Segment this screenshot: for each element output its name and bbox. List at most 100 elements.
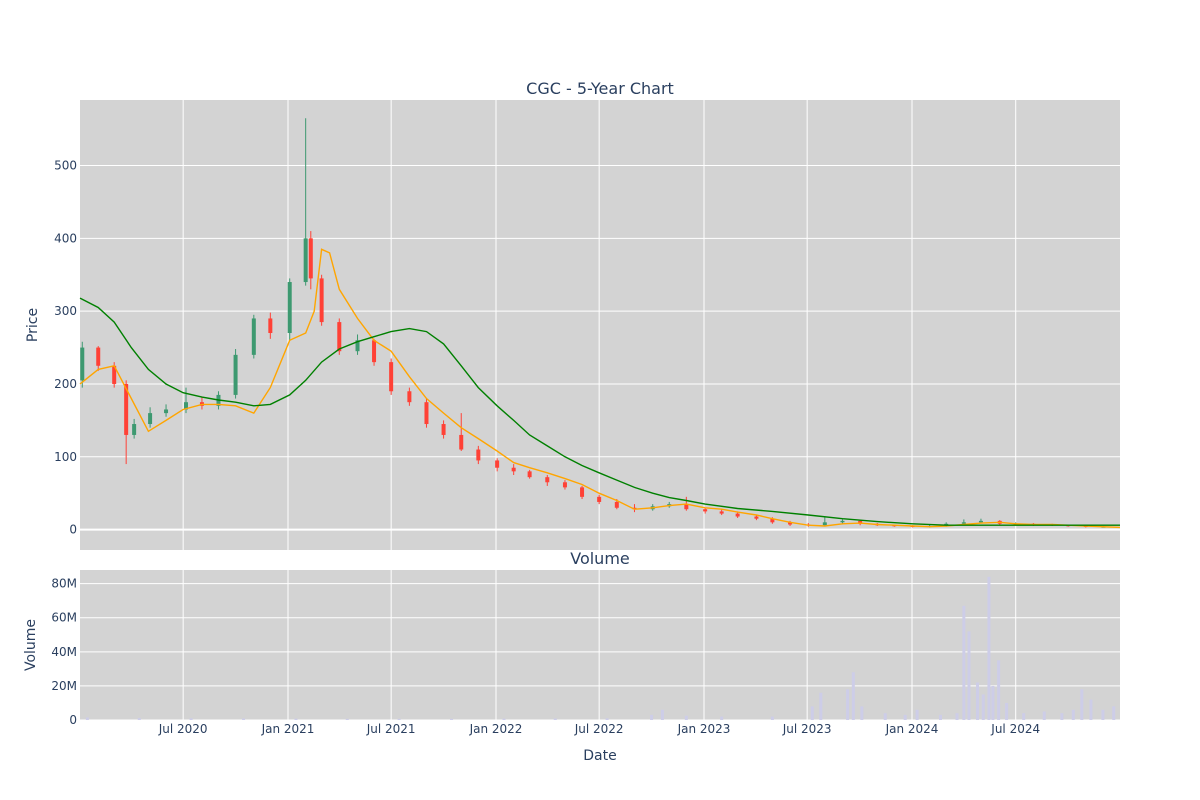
x-tick-label: Jul 2024 [990, 722, 1040, 736]
x-tick-label: Jan 2023 [677, 722, 731, 736]
volume-bar [1005, 702, 1009, 720]
candle-body [441, 424, 446, 435]
volume-bar [85, 717, 89, 720]
volume-plot-background [80, 570, 1120, 720]
candle-body [580, 487, 585, 497]
candle-body [495, 460, 500, 468]
candle-body [164, 409, 169, 414]
volume-bar [684, 715, 688, 720]
candle-body [308, 238, 313, 279]
volume-bar [860, 706, 864, 720]
volume-bar [189, 718, 193, 720]
candle-body [459, 434, 464, 450]
volume-y-tick-label: 60M [51, 611, 77, 625]
candle-body [961, 522, 966, 524]
volume-bar [955, 713, 959, 720]
volume-bar [1071, 709, 1075, 720]
volume-bar [1060, 713, 1064, 720]
candle-body [614, 501, 619, 508]
volume-bar [819, 692, 823, 720]
candle-body [978, 520, 983, 523]
x-tick-label: Jan 2024 [885, 722, 939, 736]
price-y-tick-label: 500 [54, 159, 77, 173]
volume-bar [605, 718, 609, 720]
candle-body [80, 347, 85, 381]
volume-bar [1112, 706, 1116, 720]
volume-bar [137, 717, 141, 720]
volume-bar [1022, 713, 1026, 720]
x-tick-label: Jul 2023 [782, 722, 832, 736]
candle-body [424, 402, 429, 425]
x-tick-label: Jan 2021 [261, 722, 315, 736]
candle-body [355, 340, 360, 352]
volume-bar [903, 714, 907, 720]
x-axis-label: Date [583, 748, 616, 764]
candle-body [754, 516, 759, 519]
volume-bar [962, 605, 966, 720]
price-gridlines [80, 100, 1120, 550]
volume-y-tick-label: 40M [51, 645, 77, 659]
candle-body [268, 318, 273, 334]
volume-bar [294, 718, 298, 720]
volume-gridlines [80, 570, 1120, 721]
volume-bar [967, 631, 971, 720]
volume-bar [1042, 711, 1046, 720]
candle-body [303, 238, 308, 283]
volume-bar [660, 709, 664, 720]
candle-body [703, 509, 708, 512]
volume-bar [976, 682, 980, 720]
volume-bar [553, 718, 557, 720]
chart-title: CGC - 5-Year Chart [526, 79, 674, 98]
volume-bar [997, 660, 1001, 720]
candle-body [112, 365, 117, 384]
candle-body [389, 362, 394, 392]
volume-bar [991, 685, 995, 720]
x-tick-label: Jul 2020 [158, 722, 208, 736]
candle-body [597, 496, 602, 502]
candle-body [124, 383, 129, 435]
candle-body [719, 511, 724, 514]
volume-bar [1080, 689, 1084, 720]
volume-bar [851, 672, 855, 720]
candle-body [788, 522, 793, 525]
volume-bar [242, 718, 246, 720]
candle-body [527, 471, 532, 478]
candle-body [132, 424, 137, 435]
candle-body [372, 340, 377, 363]
x-axis-ticks: Jul 2020 Jan 2021 Jul 2021 Jan 2022 Jul 2022… [158, 722, 1040, 736]
volume-bar [770, 716, 774, 720]
price-y-tick-label: 200 [54, 377, 77, 391]
candle-body [148, 413, 153, 425]
volume-bar [650, 714, 654, 720]
candle-body [251, 318, 256, 355]
volume-bar [938, 714, 942, 720]
volume-bars [85, 576, 1116, 720]
candle-body [840, 520, 845, 523]
volume-subplot-title: Volume [570, 549, 630, 568]
volume-bar [1089, 699, 1093, 720]
volume-y-axis-label: Volume [23, 619, 39, 671]
price-plot-background [80, 100, 1120, 550]
x-tick-label: Jan 2022 [469, 722, 523, 736]
candle-body [858, 520, 863, 524]
volume-bar [1101, 709, 1105, 720]
price-y-ticks: 0 100 200 300 400 500 [54, 159, 77, 537]
candle-body [562, 482, 567, 488]
volume-bar [883, 713, 887, 720]
volume-bar [846, 689, 850, 720]
x-tick-label: Jul 2022 [574, 722, 624, 736]
volume-bar [987, 576, 991, 720]
candle-body [822, 522, 827, 526]
volume-y-tick-label: 80M [51, 577, 77, 591]
long-moving-average-line [79, 297, 1120, 526]
candle-body [684, 504, 689, 510]
volume-bar [502, 718, 506, 720]
volume-bar [397, 718, 401, 720]
volume-bar [810, 706, 814, 720]
volume-y-ticks: 0 20M 40M 60M 80M [51, 577, 77, 727]
candle-body [183, 402, 188, 410]
volume-y-tick-label: 20M [51, 679, 77, 693]
candlesticks [80, 118, 1106, 528]
